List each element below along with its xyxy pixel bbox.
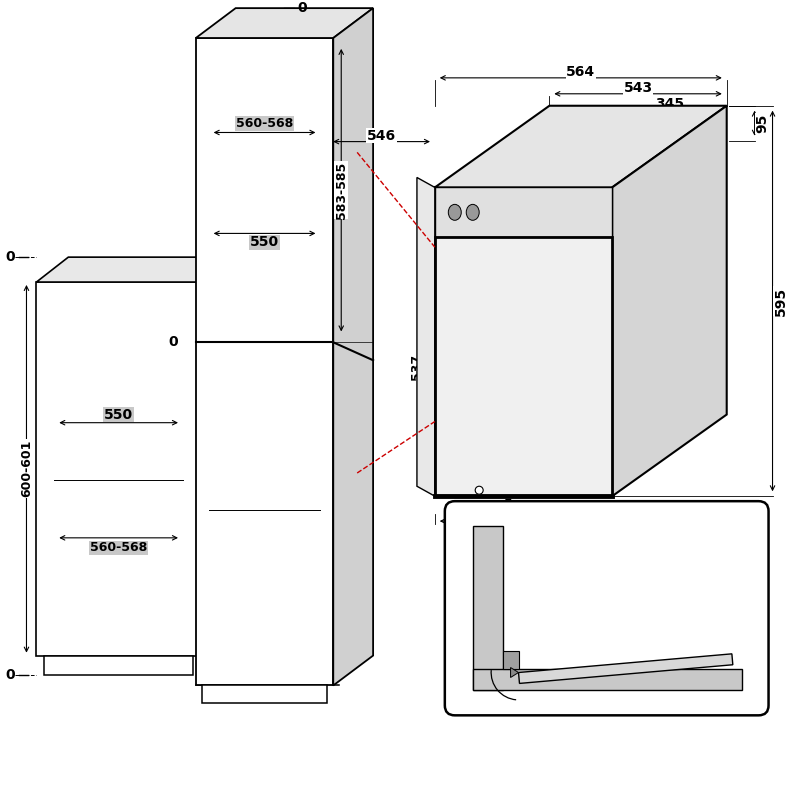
Polygon shape [183,279,202,633]
Text: 550: 550 [250,235,279,250]
Text: 18: 18 [493,206,510,219]
Bar [473,526,502,690]
Polygon shape [54,618,202,633]
Text: 5: 5 [504,498,513,510]
Text: 0: 0 [5,250,14,264]
Circle shape [475,486,483,494]
Text: 0: 0 [5,669,14,682]
Text: 95: 95 [755,114,770,133]
Text: 543: 543 [623,81,653,95]
Polygon shape [196,8,373,38]
Bar [435,187,612,238]
Text: 600-601: 600-601 [20,440,33,498]
Polygon shape [54,279,202,294]
Polygon shape [518,654,733,683]
Text: 550: 550 [104,408,133,422]
Bar [202,686,327,703]
Bar [435,238,612,496]
Polygon shape [435,106,726,187]
Bar [54,294,183,633]
Bar [435,187,612,496]
Polygon shape [320,332,344,670]
Polygon shape [612,106,726,496]
Bar [37,282,201,655]
Text: 10: 10 [694,681,714,694]
Polygon shape [37,257,233,282]
Text: 0: 0 [298,1,307,15]
Text: 583-585: 583-585 [334,162,348,218]
Ellipse shape [448,204,462,220]
Bar [209,510,320,670]
Bar [54,480,183,633]
Text: 564: 564 [566,65,595,79]
Text: 345: 345 [655,97,684,110]
Text: 0: 0 [686,650,695,663]
Text: 560-568: 560-568 [236,117,293,130]
Polygon shape [209,28,344,46]
Text: 20: 20 [518,519,534,533]
Text: 537: 537 [410,354,423,380]
Polygon shape [209,332,344,350]
Text: 595: 595 [774,286,787,315]
Text: 546: 546 [367,129,396,142]
Bar [45,655,193,675]
Bar [209,350,320,670]
Text: 89°: 89° [479,650,502,663]
Bar [196,38,334,686]
Bar [502,650,518,669]
Text: 595: 595 [509,524,538,538]
Polygon shape [209,317,344,334]
Polygon shape [334,8,373,686]
Polygon shape [201,641,220,675]
Bar [209,46,320,334]
Polygon shape [417,178,435,496]
Text: 477: 477 [610,642,640,655]
Ellipse shape [466,204,479,220]
Text: 0: 0 [168,335,178,350]
Text: 572: 572 [446,329,459,355]
Bar [473,669,742,690]
Polygon shape [320,28,344,334]
Text: 560-568: 560-568 [90,542,147,554]
Polygon shape [201,257,233,655]
FancyBboxPatch shape [445,501,769,715]
Polygon shape [510,667,518,678]
